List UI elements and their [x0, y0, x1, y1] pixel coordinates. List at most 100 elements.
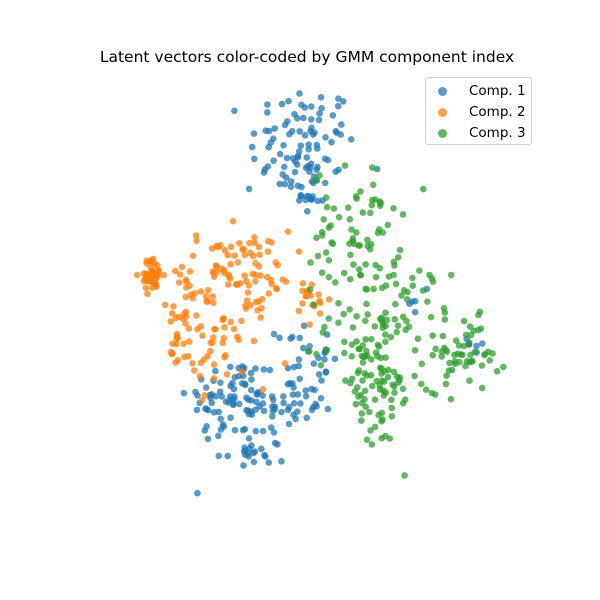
data-point	[307, 164, 314, 171]
data-point	[447, 271, 455, 279]
data-point	[493, 368, 501, 375]
data-point	[281, 360, 289, 367]
data-point	[251, 234, 258, 241]
data-point	[356, 345, 363, 353]
data-point	[296, 375, 304, 383]
legend-marker-comp-2	[438, 107, 447, 117]
data-point	[385, 366, 392, 374]
data-point	[241, 425, 249, 433]
data-point	[338, 121, 345, 128]
data-point	[337, 131, 345, 138]
data-point	[295, 356, 303, 363]
data-point	[335, 213, 343, 221]
data-point	[269, 413, 276, 420]
data-point	[405, 323, 413, 331]
data-point	[314, 197, 321, 205]
data-point	[270, 429, 278, 436]
data-point	[264, 237, 272, 245]
data-point	[388, 413, 396, 420]
data-point	[287, 335, 294, 342]
data-point	[322, 369, 330, 376]
data-point	[222, 398, 230, 405]
data-point	[363, 436, 371, 444]
data-point	[252, 260, 259, 267]
data-point	[310, 301, 318, 308]
data-point	[368, 201, 376, 209]
data-point	[243, 297, 251, 304]
data-point	[172, 359, 179, 366]
data-point	[335, 319, 342, 327]
data-point	[358, 417, 365, 424]
data-point	[203, 423, 210, 430]
data-point	[320, 216, 328, 223]
data-point	[390, 205, 397, 212]
data-point	[470, 327, 478, 335]
data-point	[297, 142, 305, 149]
data-point	[319, 329, 327, 336]
data-point	[196, 372, 204, 380]
data-point	[377, 354, 385, 362]
data-point	[314, 252, 322, 260]
data-point	[204, 298, 212, 305]
data-point	[315, 116, 323, 124]
data-point	[266, 366, 274, 374]
data-point	[287, 178, 295, 185]
data-point	[259, 400, 267, 407]
data-point	[313, 166, 320, 173]
data-point	[378, 314, 386, 322]
data-point	[438, 353, 446, 360]
data-point	[300, 322, 308, 330]
data-point	[377, 199, 384, 207]
data-point	[221, 247, 229, 254]
data-point	[239, 363, 246, 370]
data-point	[366, 246, 374, 253]
data-point	[202, 293, 210, 300]
data-point	[369, 164, 376, 171]
data-point	[265, 290, 273, 297]
data-point	[462, 331, 470, 339]
data-point	[347, 379, 354, 387]
data-point	[372, 349, 380, 356]
data-point	[248, 397, 255, 404]
data-point	[272, 259, 279, 266]
data-point	[308, 385, 315, 393]
data-point	[213, 242, 220, 250]
data-point	[278, 408, 285, 416]
data-point	[441, 309, 449, 316]
data-point	[378, 418, 385, 425]
data-point	[446, 359, 453, 367]
data-point	[331, 355, 339, 363]
data-point	[357, 188, 364, 195]
data-point	[375, 343, 383, 350]
data-point	[353, 229, 360, 236]
data-point	[302, 387, 310, 394]
data-point	[133, 271, 141, 279]
data-point	[308, 103, 315, 110]
data-point	[251, 155, 258, 163]
data-point	[217, 415, 224, 423]
data-point	[368, 335, 375, 343]
data-point	[186, 282, 193, 290]
data-point	[411, 372, 418, 380]
data-point	[243, 394, 250, 402]
data-point	[460, 317, 468, 325]
data-point	[169, 350, 176, 357]
data-point	[486, 357, 494, 364]
data-point	[247, 249, 254, 257]
data-point	[340, 98, 347, 105]
data-point	[170, 303, 177, 310]
data-point	[268, 393, 276, 400]
data-point	[142, 284, 150, 292]
data-point	[252, 365, 259, 372]
data-point	[191, 367, 198, 374]
data-point	[367, 371, 375, 379]
data-point	[367, 209, 374, 217]
data-point	[186, 268, 194, 275]
data-point	[316, 310, 324, 317]
data-point	[318, 377, 325, 384]
data-point	[325, 315, 333, 322]
data-point	[465, 339, 473, 347]
data-point	[359, 377, 366, 384]
data-point	[318, 105, 325, 112]
data-point	[431, 391, 439, 398]
